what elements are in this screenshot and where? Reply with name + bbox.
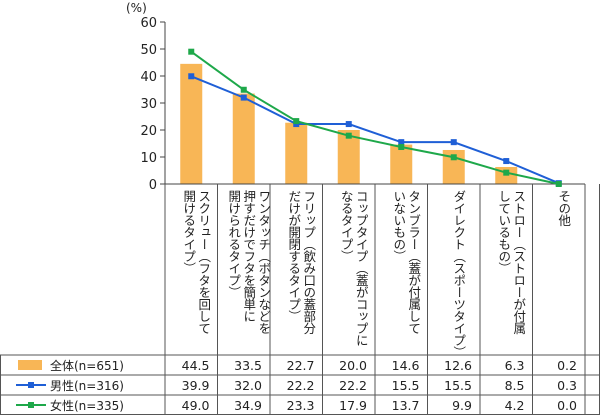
point-female bbox=[345, 132, 352, 139]
table-cell: 39.9 bbox=[182, 378, 210, 393]
table-cell: 6.3 bbox=[505, 358, 525, 373]
bar-overall bbox=[180, 63, 203, 184]
legend-label: 男性(n=316) bbox=[50, 379, 124, 393]
point-male bbox=[188, 73, 195, 80]
bar-overall bbox=[285, 122, 308, 184]
table-cell: 33.5 bbox=[234, 358, 262, 373]
table-cell: 22.7 bbox=[287, 358, 315, 373]
table-cell: 14.6 bbox=[392, 358, 420, 373]
y-tick-label: 40 bbox=[140, 70, 157, 85]
table-cell: 9.9 bbox=[452, 398, 472, 413]
table-cell: 17.9 bbox=[339, 398, 367, 413]
bar-overall bbox=[337, 130, 360, 184]
point-female bbox=[240, 86, 247, 93]
y-tick-label: 60 bbox=[140, 16, 157, 31]
category-label: ダイレクト（スポーツタイプ） bbox=[451, 190, 466, 358]
point-female bbox=[293, 118, 300, 125]
bar-overall bbox=[390, 144, 413, 184]
point-male bbox=[345, 121, 352, 128]
legend-label: 全体(n=651) bbox=[50, 358, 124, 373]
y-tick-label: 50 bbox=[140, 43, 157, 58]
point-male bbox=[240, 94, 247, 101]
table-cell: 13.7 bbox=[392, 398, 420, 413]
category-label: 押すだけでフタを簡単に bbox=[241, 190, 256, 322]
category-label: 開けるタイプ） bbox=[181, 190, 196, 274]
table-cell: 22.2 bbox=[339, 378, 367, 393]
category-label: ワンタッチ（ボタンなどを bbox=[256, 190, 271, 334]
point-female bbox=[503, 169, 510, 176]
table-cell: 0.2 bbox=[557, 358, 577, 373]
point-female bbox=[450, 154, 457, 161]
category-label: いないもの） bbox=[391, 190, 406, 262]
y-tick-label: 20 bbox=[140, 124, 157, 139]
category-label: だけが開閉するタイプ） bbox=[286, 190, 301, 322]
category-label: コップタイプ（蓋がコップに bbox=[354, 190, 369, 346]
table-cell: 44.5 bbox=[182, 358, 210, 373]
category-label: タンブラー（蓋が付属して bbox=[406, 190, 421, 334]
legend-swatch-overall bbox=[18, 360, 42, 370]
legend-marker-female bbox=[28, 402, 34, 408]
legend-label: 女性(n=335) bbox=[50, 398, 124, 413]
table-cell: 23.3 bbox=[287, 398, 315, 413]
table-cell: 15.5 bbox=[444, 378, 472, 393]
point-female bbox=[188, 48, 195, 55]
category-label: フリップ（飲み口の蓋部分 bbox=[301, 190, 316, 335]
table-cell: 8.5 bbox=[505, 378, 525, 393]
y-tick-label: 0 bbox=[149, 178, 157, 193]
table-cell: 12.6 bbox=[444, 358, 472, 373]
line-female bbox=[190, 50, 559, 185]
table-cell: 34.9 bbox=[234, 398, 262, 413]
table-cell: 0.0 bbox=[557, 398, 577, 413]
point-female bbox=[555, 181, 562, 187]
table-cell: 0.3 bbox=[557, 378, 577, 393]
point-male bbox=[450, 139, 457, 146]
category-label: しているもの） bbox=[496, 190, 511, 274]
table-cell: 20.0 bbox=[339, 358, 367, 373]
point-male bbox=[398, 139, 405, 146]
y-tick-label: 30 bbox=[140, 97, 157, 112]
y-tick-label: 10 bbox=[140, 151, 157, 166]
table-cell: 4.2 bbox=[505, 398, 525, 413]
table-cell: 22.2 bbox=[287, 378, 315, 393]
category-label: スクリュー（フタを回して bbox=[196, 190, 211, 334]
line-male bbox=[190, 75, 560, 185]
table-cell: 32.0 bbox=[234, 378, 262, 393]
table-cell: 15.5 bbox=[392, 378, 420, 393]
table-cell: 49.0 bbox=[182, 398, 210, 413]
legend-marker-male bbox=[28, 382, 34, 388]
category-label: なるタイプ） bbox=[339, 190, 354, 262]
category-label: 開けられるタイプ） bbox=[226, 190, 241, 298]
point-male bbox=[503, 158, 510, 165]
y-axis-unit: (%) bbox=[126, 1, 147, 15]
point-female bbox=[398, 144, 405, 151]
category-label: ストロー（ストローが付属 bbox=[511, 190, 526, 335]
category-label: その他 bbox=[556, 190, 571, 226]
bar-overall bbox=[232, 93, 255, 184]
